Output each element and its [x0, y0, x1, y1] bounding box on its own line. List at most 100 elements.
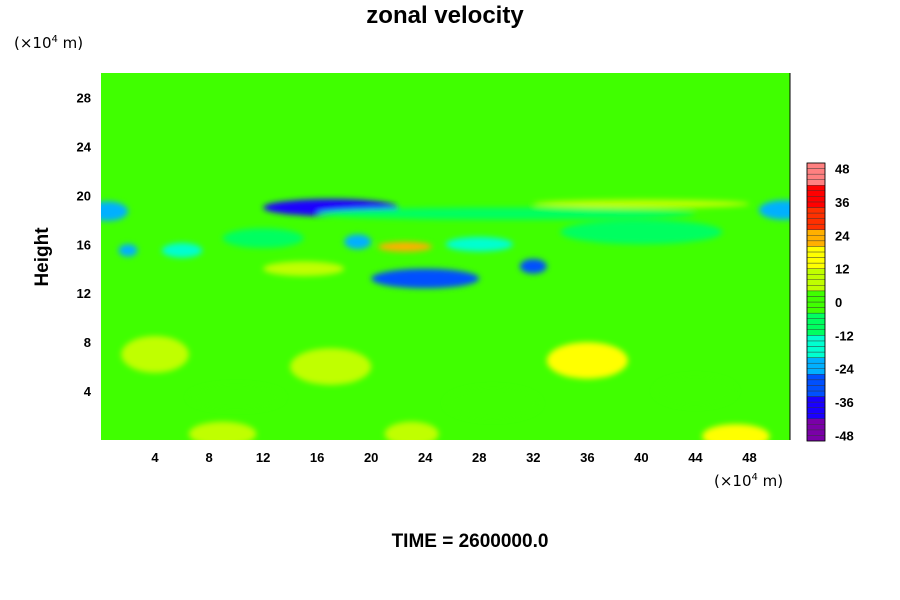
y-tick-label: 24: [77, 139, 92, 154]
colorbar-tick-label: -48: [835, 428, 854, 443]
colorbar-segment: [806, 374, 826, 381]
x-tick-label: 32: [526, 450, 540, 465]
colorbar-frame: [806, 162, 826, 442]
heatmap-cell: [222, 228, 304, 248]
colorbar-tick-label: 24: [835, 228, 850, 243]
colorbar-segment: [806, 385, 826, 392]
colorbar-segment: [806, 229, 826, 236]
x-tick-label: 28: [472, 450, 486, 465]
colorbar-segment: [806, 285, 826, 292]
heatmap-cell: [702, 424, 770, 440]
y-axis-unit: (×104 m): [14, 34, 84, 52]
heatmap-cell: [344, 234, 372, 250]
heatmap-cell: [101, 201, 129, 222]
colorbar-segment: [806, 251, 826, 258]
colorbar-segment: [806, 401, 826, 408]
heatmap-cell: [121, 336, 189, 373]
colorbar-segment: [806, 296, 826, 303]
x-tick-label: 4: [151, 450, 159, 465]
colorbar-segment: [806, 357, 826, 364]
x-tick-label: 44: [688, 450, 703, 465]
x-tick-label: 40: [634, 450, 648, 465]
heatmap-cell: [560, 219, 723, 245]
colorbar-segment: [806, 223, 826, 230]
heatmap-cell: [161, 243, 203, 258]
y-tick-label: 12: [77, 286, 91, 301]
colorbar-segment: [806, 190, 826, 197]
heatmap-cell: [384, 421, 439, 440]
x-axis-ticks: 4 8 12 16 20 24 28 32 36 40 44 48: [151, 450, 756, 465]
colorbar-segment: [806, 279, 826, 286]
colorbar-segment: [806, 418, 826, 425]
chart-title: zonal velocity: [366, 2, 524, 29]
heatmap-cell: [377, 241, 432, 252]
heatmap-cell: [188, 384, 284, 410]
heatmap-cell: [758, 200, 790, 220]
colorbar-segment: [806, 274, 826, 280]
colorbar-segment: [806, 307, 826, 314]
colorbar-segment: [806, 407, 826, 414]
colorbar-segment: [806, 424, 826, 431]
colorbar-segment: [806, 346, 826, 353]
colorbar-segment: [806, 340, 826, 347]
colorbar-segment: [806, 290, 826, 297]
colorbar-tick-label: -12: [835, 328, 854, 343]
colorbar-segment: [806, 329, 826, 336]
colorbar-segment: [806, 207, 826, 214]
x-tick-label: 36: [580, 450, 594, 465]
colorbar-segment: [806, 235, 826, 242]
colorbar-segment: [806, 268, 826, 275]
x-tick-label: 48: [742, 450, 756, 465]
colorbar-tick-label: 0: [835, 295, 842, 310]
colorbar-tick-label: -36: [835, 395, 854, 410]
heatmap-cell: [263, 261, 345, 277]
x-tick-label: 20: [364, 450, 378, 465]
colorbar-segment: [806, 218, 826, 225]
colorbar-segment: [806, 324, 826, 330]
colorbar-segment: [806, 179, 826, 186]
y-tick-label: 4: [84, 384, 92, 399]
plot-area: [101, 73, 790, 440]
colorbar-segment: [806, 196, 826, 203]
colorbar-segment: [806, 351, 826, 358]
y-tick-label: 8: [84, 335, 91, 350]
y-tick-label: 20: [77, 188, 91, 203]
colorbar-segment: [806, 168, 826, 175]
colorbar-tick-label: 36: [835, 195, 849, 210]
colorbar-segment: [806, 335, 826, 342]
colorbar-segment: [806, 368, 826, 375]
heatmap-cell: [371, 268, 480, 289]
time-label: TIME = 2600000.0: [391, 531, 549, 552]
colorbar-segment: [806, 201, 826, 208]
x-tick-label: 12: [256, 450, 270, 465]
colorbar-tick-label: -24: [835, 362, 855, 377]
heatmap-cell: [118, 244, 138, 257]
colorbar-segment: [806, 240, 826, 247]
colorbar-segment: [806, 212, 826, 219]
y-axis-ticks: 4 8 12 16 20 24 28: [77, 90, 92, 399]
heatmap-cell: [317, 207, 696, 220]
heatmap-cell: [546, 342, 628, 379]
colorbar-segment: [806, 379, 826, 386]
colorbar-segment: [806, 396, 826, 403]
colorbar-segment: [806, 262, 826, 269]
colorbar-segment: [806, 390, 826, 397]
colorbar-segment: [806, 435, 826, 442]
x-tick-label: 24: [418, 450, 433, 465]
heatmap-cell: [654, 376, 736, 406]
colorbar: 48 36 24 12 0 -12 -24 -36 -48: [806, 162, 855, 443]
colorbar-segment: [806, 413, 826, 419]
heatmap-cell: [445, 387, 541, 420]
colorbar-segment: [806, 362, 826, 369]
colorbar-segment: [806, 429, 826, 436]
y-tick-label: 28: [77, 90, 91, 105]
colorbar-tick-label: 12: [835, 262, 849, 277]
x-tick-label: 16: [310, 450, 324, 465]
heatmap-cell: [188, 421, 257, 440]
heatmap-cell: [533, 199, 750, 209]
colorbar-segment: [806, 301, 826, 308]
heatmap-cell: [290, 348, 372, 385]
colorbar-segment: [806, 173, 826, 180]
colorbar-segment: [806, 162, 826, 169]
